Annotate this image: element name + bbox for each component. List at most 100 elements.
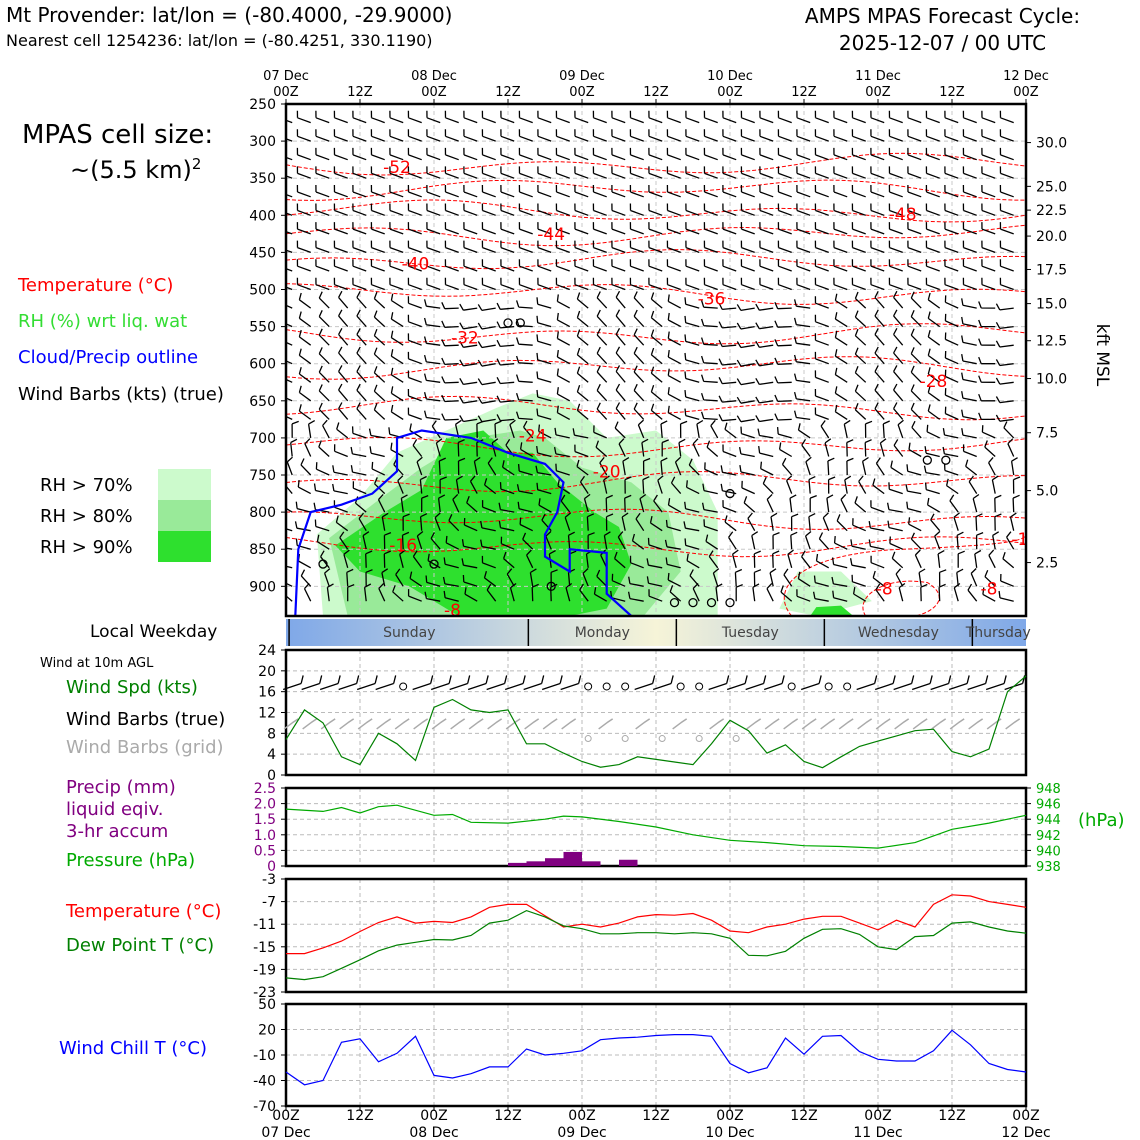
wind-barb xyxy=(555,463,570,476)
wind-barb xyxy=(648,129,663,142)
temperature-contour-label: -28 xyxy=(920,372,948,392)
wind-barb xyxy=(316,534,330,550)
wind-barb xyxy=(731,549,739,568)
wind-barb xyxy=(851,110,866,124)
wind-barb xyxy=(463,222,478,235)
wind-barb xyxy=(814,147,829,161)
wind-barb xyxy=(766,493,774,513)
temperature-contour xyxy=(286,508,1026,530)
wind-barb xyxy=(500,203,515,216)
wind-barb xyxy=(574,240,589,254)
wind-barb xyxy=(639,493,647,513)
wind-barb xyxy=(666,129,681,142)
wind-barb xyxy=(407,407,422,421)
wind-barb xyxy=(833,240,848,254)
wind-barb xyxy=(669,585,682,602)
wind-barb xyxy=(774,376,792,384)
wind-barb xyxy=(870,500,885,513)
wind-barb xyxy=(740,426,755,439)
wind-barb xyxy=(517,464,533,476)
wind-barb xyxy=(893,402,904,420)
wind-barb xyxy=(491,438,499,457)
forecast-cycle-date: 2025-12-07 / 00 UTC xyxy=(838,31,1047,55)
wind-barb xyxy=(910,328,922,346)
true-wind-barb xyxy=(486,675,508,691)
wind-barb xyxy=(392,585,404,602)
wind-barb xyxy=(759,129,774,142)
wind-barb xyxy=(999,240,1014,254)
temperature-contour-label: -48 xyxy=(889,205,917,225)
wind-barb xyxy=(368,428,385,439)
wind-barb xyxy=(927,311,941,328)
bottom-date-label: 10 Dec xyxy=(705,1125,754,1140)
wind-barb xyxy=(814,296,829,309)
wind-barb xyxy=(965,459,978,476)
wind-barb xyxy=(486,583,497,602)
wind-barb xyxy=(506,568,515,587)
wind-barb xyxy=(593,425,607,439)
wind-barb xyxy=(961,428,977,439)
wind-barb xyxy=(665,557,681,569)
wind-barb xyxy=(286,268,293,272)
wind-barb xyxy=(463,203,478,216)
true-wind-barb xyxy=(560,675,582,691)
wind-barb xyxy=(502,551,515,569)
wind-barb xyxy=(574,147,589,161)
wind-barb xyxy=(553,446,570,458)
wind-barb xyxy=(685,147,700,161)
wind-barb xyxy=(708,550,719,569)
top-time-tick-label: 00Z xyxy=(569,85,595,100)
wind-barb xyxy=(927,348,941,365)
wind-barb xyxy=(875,583,885,602)
wind-barb xyxy=(854,328,867,346)
wind-barb xyxy=(793,299,811,309)
wind-barb xyxy=(968,475,978,494)
wind-barb xyxy=(984,569,996,587)
wind-barb xyxy=(407,110,422,124)
wind-barb xyxy=(888,110,903,124)
wind-barb xyxy=(556,294,571,309)
rh-shading-4 xyxy=(810,605,854,616)
wind-barb xyxy=(576,310,589,328)
wind-barb xyxy=(529,568,537,587)
wind-barb xyxy=(736,378,755,386)
wind-barb xyxy=(347,583,355,602)
temp-panel-tick-label: -7 xyxy=(262,895,276,911)
true-wind-barb xyxy=(967,675,989,691)
precip-panel-tick-label: 1.5 xyxy=(254,812,276,828)
wind-barb xyxy=(925,147,940,161)
wind-barb xyxy=(907,222,922,235)
wind-barb xyxy=(700,337,718,346)
wind-barb xyxy=(962,166,977,179)
wind-barb xyxy=(550,569,558,587)
wind-barb xyxy=(333,166,348,179)
wind-barb xyxy=(888,129,903,142)
wind-barb xyxy=(356,309,367,328)
wind-barb xyxy=(718,395,737,403)
wind-barb xyxy=(574,129,589,142)
wind-barb xyxy=(728,531,737,550)
wind-barb xyxy=(596,291,608,309)
wind-barb xyxy=(685,110,700,124)
wind-barb xyxy=(315,147,330,161)
wind-barb xyxy=(666,184,681,198)
wind-barb xyxy=(793,410,811,421)
wind-barb xyxy=(722,129,737,142)
wind-barb xyxy=(617,531,626,550)
wind-barb xyxy=(426,129,441,142)
bottom-time-tick-label: 12Z xyxy=(642,1108,669,1124)
wind-barb xyxy=(622,457,630,476)
wind-barb xyxy=(536,482,552,495)
wind-barb xyxy=(700,355,718,365)
wind-barb xyxy=(833,536,848,550)
wind-barb xyxy=(685,480,700,495)
wind-barb xyxy=(435,438,443,457)
wind-barb xyxy=(477,304,496,312)
wind-barb xyxy=(437,494,446,513)
wind-barb xyxy=(660,420,668,438)
wind-barb xyxy=(760,461,774,476)
wind-barb xyxy=(286,212,293,216)
wind-barb xyxy=(666,203,681,216)
weekday-label: Thursday xyxy=(965,625,1031,641)
wind-barb xyxy=(739,464,755,476)
